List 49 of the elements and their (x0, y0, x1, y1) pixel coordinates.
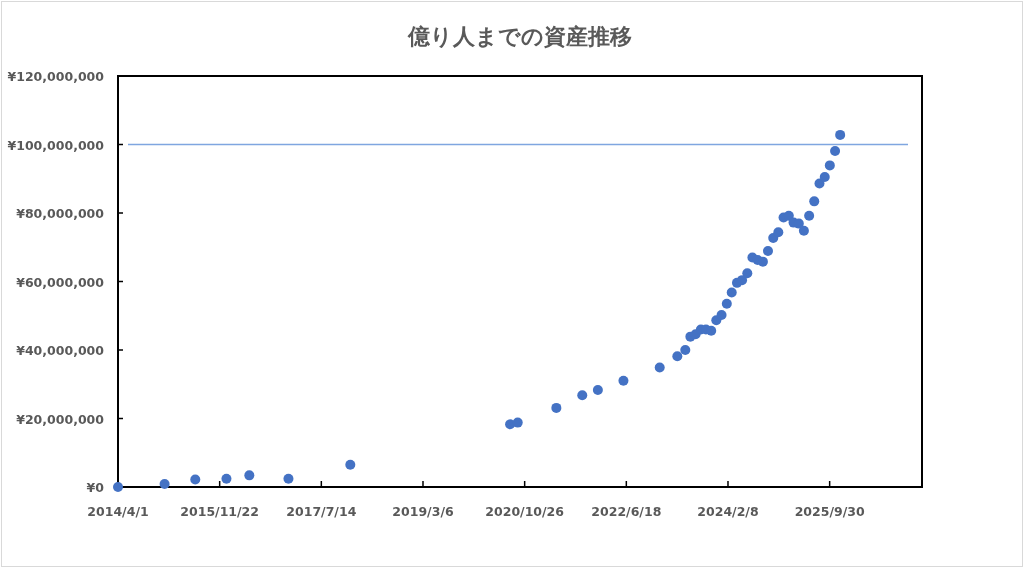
x-tick-label: 2014/4/1 (87, 504, 149, 519)
x-tick-label: 2015/11/22 (180, 504, 260, 519)
point (113, 482, 123, 492)
point (592, 385, 603, 396)
point (737, 275, 748, 286)
point (721, 298, 732, 309)
point (512, 417, 523, 428)
point (551, 402, 562, 413)
x-tick-label: 2024/2/8 (697, 504, 759, 519)
point (819, 172, 830, 183)
y-tick-label: ¥100,000,000 (7, 137, 105, 153)
point (706, 325, 717, 336)
point (221, 473, 232, 484)
point (809, 196, 820, 207)
point (804, 210, 815, 221)
point (345, 459, 356, 470)
point (716, 310, 727, 321)
y-tick-label: ¥80,000,000 (16, 206, 105, 221)
y-tick-label: ¥20,000,000 (16, 411, 105, 427)
point (773, 227, 784, 238)
point (618, 375, 629, 386)
point (577, 390, 588, 401)
y-tick-label: ¥0 (86, 480, 105, 495)
point (783, 210, 794, 221)
y-tick-label: ¥40,000,000 (16, 343, 105, 358)
point (190, 474, 201, 485)
point (283, 473, 294, 484)
point (798, 225, 809, 236)
point (757, 256, 768, 267)
x-tick-label: 2025/9/30 (794, 504, 865, 519)
x-tick-label: 2022/6/18 (591, 504, 662, 519)
x-tick-label: 2017/7/14 (286, 504, 357, 519)
point (244, 470, 255, 481)
point (680, 345, 691, 355)
x-tick-label: 2020/10/26 (485, 504, 565, 519)
point (742, 268, 753, 279)
point (824, 160, 835, 171)
point (505, 419, 516, 430)
point (830, 146, 841, 157)
point (654, 362, 665, 373)
point (762, 246, 773, 257)
point (835, 129, 846, 140)
y-tick-label: ¥120,000,000 (7, 69, 105, 84)
point (726, 287, 737, 298)
point (672, 351, 683, 362)
x-tick-label: 2019/3/6 (392, 504, 454, 519)
point (159, 478, 170, 489)
chart-title: 億り人までの資産推移 (407, 24, 632, 49)
y-tick-label: ¥60,000,000 (16, 274, 105, 290)
